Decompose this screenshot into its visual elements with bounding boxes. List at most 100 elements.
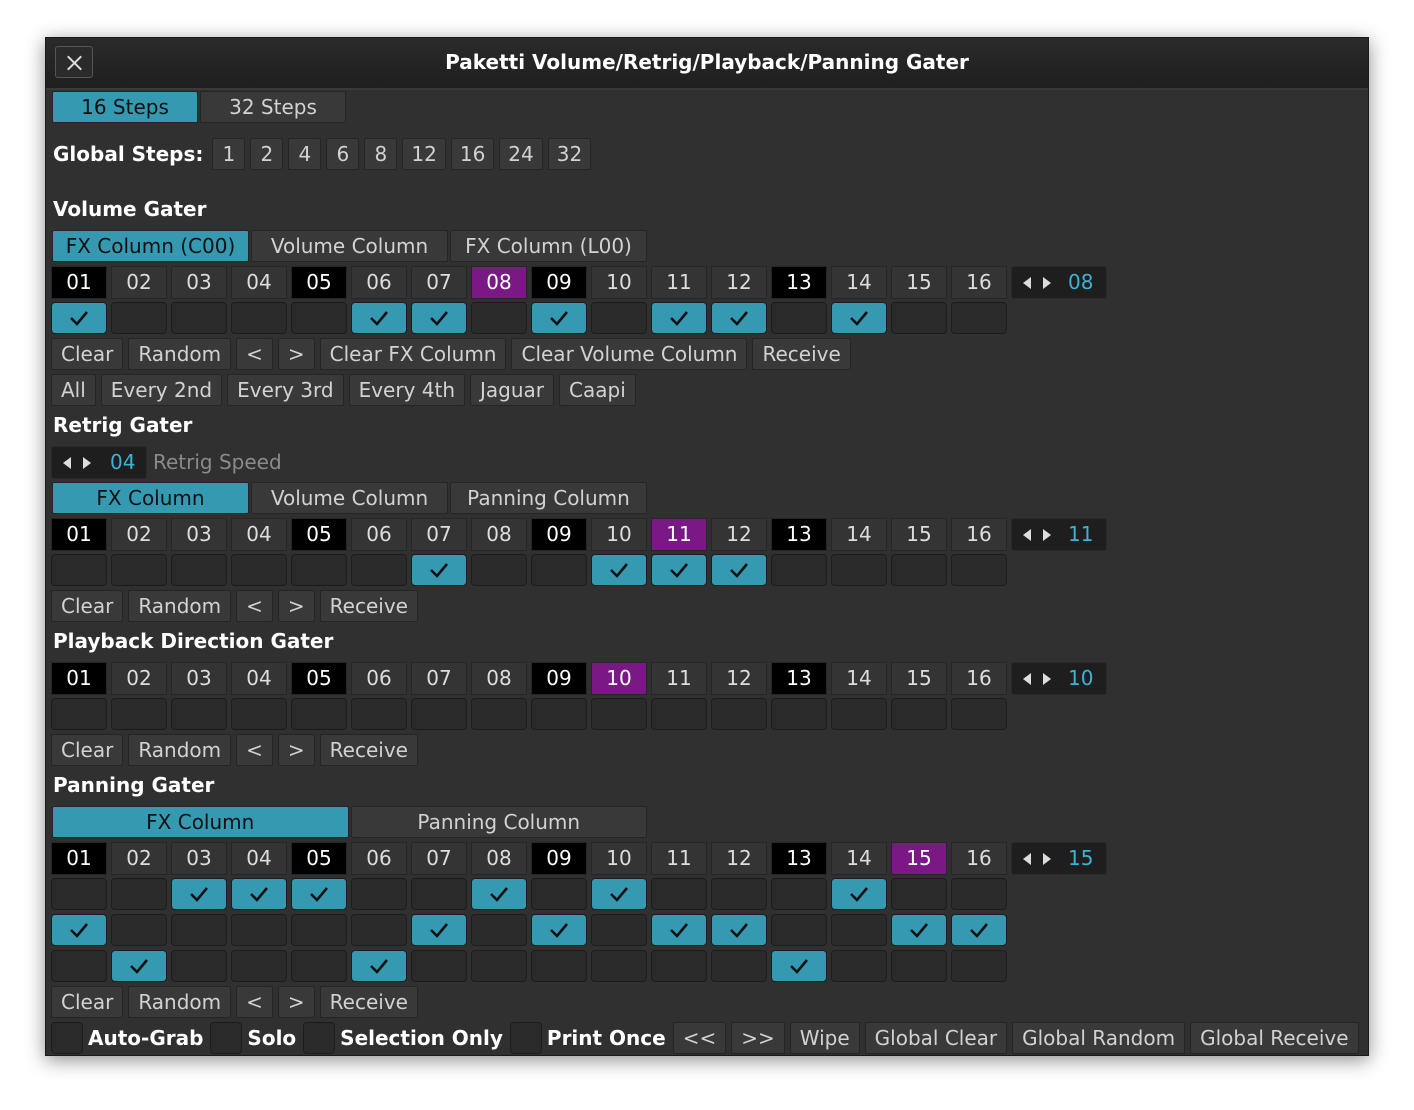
step-mode-tab[interactable]: 16 Steps — [52, 91, 198, 123]
button[interactable]: Receive — [319, 734, 418, 766]
checkbox[interactable] — [509, 1022, 542, 1054]
step-toggle[interactable] — [471, 698, 527, 730]
button[interactable]: Random — [128, 986, 232, 1018]
step-toggle[interactable] — [291, 302, 347, 334]
increase-arrow[interactable] — [83, 457, 91, 469]
button[interactable]: < — [236, 986, 273, 1018]
button[interactable]: Clear — [51, 590, 124, 622]
step-toggle[interactable] — [171, 302, 227, 334]
column-tab[interactable]: FX Column — [52, 482, 249, 514]
step-toggle[interactable] — [171, 914, 227, 946]
global-step-button[interactable]: 2 — [250, 138, 284, 170]
step-toggle[interactable] — [891, 554, 947, 586]
position-stepper[interactable]: 08 — [1011, 266, 1107, 299]
step-toggle[interactable] — [531, 698, 587, 730]
button[interactable]: Wipe — [789, 1022, 860, 1054]
step-toggle[interactable] — [951, 914, 1007, 946]
step-toggle[interactable] — [891, 878, 947, 910]
step-toggle[interactable] — [951, 302, 1007, 334]
step-toggle[interactable] — [651, 878, 707, 910]
step-toggle[interactable] — [231, 878, 287, 910]
step-toggle[interactable] — [891, 302, 947, 334]
button[interactable]: > — [277, 734, 315, 766]
step-toggle[interactable] — [651, 950, 707, 982]
step-mode-tab[interactable]: 32 Steps — [200, 91, 346, 123]
button[interactable]: Every 4th — [348, 374, 466, 406]
step-toggle[interactable] — [891, 950, 947, 982]
button[interactable]: < — [236, 734, 273, 766]
button[interactable]: << — [672, 1022, 727, 1054]
step-toggle[interactable] — [531, 302, 587, 334]
step-toggle[interactable] — [471, 878, 527, 910]
step-toggle[interactable] — [351, 914, 407, 946]
step-toggle[interactable] — [171, 698, 227, 730]
column-tab[interactable]: FX Column (L00) — [450, 230, 647, 262]
step-toggle[interactable] — [951, 554, 1007, 586]
decrease-arrow[interactable] — [63, 457, 71, 469]
step-toggle[interactable] — [891, 698, 947, 730]
step-toggle[interactable] — [771, 950, 827, 982]
step-toggle[interactable] — [111, 878, 167, 910]
button[interactable]: Jaguar — [470, 374, 555, 406]
step-toggle[interactable] — [231, 698, 287, 730]
step-toggle[interactable] — [291, 950, 347, 982]
step-toggle[interactable] — [711, 554, 767, 586]
button[interactable]: Global Clear — [864, 1022, 1008, 1054]
step-toggle[interactable] — [591, 302, 647, 334]
global-step-button[interactable]: 12 — [402, 138, 446, 170]
step-toggle[interactable] — [951, 878, 1007, 910]
speed-stepper[interactable]: 04 — [51, 446, 147, 479]
step-toggle[interactable] — [771, 554, 827, 586]
step-toggle[interactable] — [111, 698, 167, 730]
column-tab[interactable]: Volume Column — [251, 482, 448, 514]
step-toggle[interactable] — [411, 554, 467, 586]
step-toggle[interactable] — [351, 554, 407, 586]
step-toggle[interactable] — [711, 878, 767, 910]
step-toggle[interactable] — [51, 554, 107, 586]
button[interactable]: > — [277, 986, 315, 1018]
global-step-button[interactable]: 6 — [326, 138, 360, 170]
step-toggle[interactable] — [591, 950, 647, 982]
step-toggle[interactable] — [351, 302, 407, 334]
increase-arrow[interactable] — [1043, 853, 1051, 865]
step-toggle[interactable] — [951, 698, 1007, 730]
button[interactable]: > — [277, 590, 315, 622]
button[interactable]: Every 2nd — [100, 374, 223, 406]
step-toggle[interactable] — [591, 554, 647, 586]
step-toggle[interactable] — [651, 302, 707, 334]
decrease-arrow[interactable] — [1023, 529, 1031, 541]
column-tab[interactable]: Volume Column — [251, 230, 448, 262]
step-toggle[interactable] — [171, 878, 227, 910]
step-toggle[interactable] — [771, 302, 827, 334]
step-toggle[interactable] — [711, 950, 767, 982]
step-toggle[interactable] — [771, 878, 827, 910]
global-step-button[interactable]: 4 — [288, 138, 322, 170]
button[interactable]: Caapi — [559, 374, 636, 406]
button[interactable]: Random — [128, 590, 232, 622]
step-toggle[interactable] — [351, 878, 407, 910]
button[interactable]: Clear — [51, 734, 124, 766]
column-tab[interactable]: Panning Column — [450, 482, 647, 514]
global-step-button[interactable]: 1 — [212, 138, 246, 170]
step-toggle[interactable] — [711, 914, 767, 946]
column-tab[interactable]: Panning Column — [350, 806, 647, 838]
step-toggle[interactable] — [651, 914, 707, 946]
button[interactable]: Receive — [319, 590, 418, 622]
button[interactable]: Clear — [51, 338, 124, 370]
step-toggle[interactable] — [831, 878, 887, 910]
position-stepper[interactable]: 10 — [1011, 662, 1107, 695]
column-tab[interactable]: FX Column (C00) — [52, 230, 249, 262]
step-toggle[interactable] — [471, 914, 527, 946]
button[interactable]: > — [277, 338, 315, 370]
global-step-button[interactable]: 24 — [499, 138, 543, 170]
step-toggle[interactable] — [831, 302, 887, 334]
button[interactable]: Random — [128, 734, 232, 766]
step-toggle[interactable] — [531, 950, 587, 982]
step-toggle[interactable] — [471, 302, 527, 334]
step-toggle[interactable] — [111, 554, 167, 586]
global-step-button[interactable]: 32 — [547, 138, 592, 170]
step-toggle[interactable] — [351, 698, 407, 730]
step-toggle[interactable] — [591, 878, 647, 910]
step-toggle[interactable] — [831, 950, 887, 982]
position-stepper[interactable]: 11 — [1011, 518, 1107, 551]
